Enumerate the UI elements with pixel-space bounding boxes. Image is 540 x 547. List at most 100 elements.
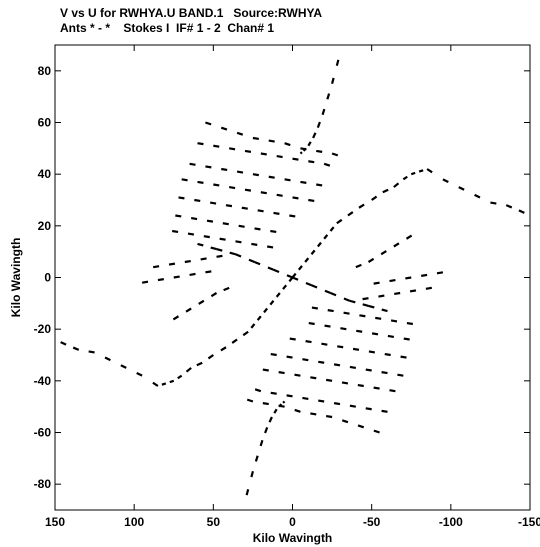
uv-point	[203, 235, 210, 239]
uv-point	[341, 419, 349, 424]
uv-point	[275, 292, 281, 298]
uv-point	[331, 152, 339, 157]
uv-point	[359, 314, 366, 318]
uv-point	[292, 196, 299, 200]
uv-point	[330, 291, 337, 297]
uv-point	[251, 242, 258, 246]
uv-point	[305, 340, 312, 344]
uv-point	[382, 188, 389, 194]
uv-point	[221, 167, 228, 172]
uv-point	[235, 253, 242, 258]
uv-point	[357, 383, 364, 388]
uv-point	[318, 360, 325, 364]
uv-point	[266, 245, 274, 249]
uv-point	[418, 169, 424, 173]
uv-point	[321, 108, 326, 116]
uv-point	[308, 321, 315, 326]
uv-point	[333, 363, 341, 367]
uv-point	[252, 173, 260, 177]
uv-point	[356, 329, 363, 333]
uv-point	[185, 307, 192, 313]
uv-point	[282, 400, 286, 404]
uv-point	[409, 289, 417, 293]
uv-point	[518, 209, 525, 214]
uv-point	[380, 250, 387, 256]
uv-point	[250, 323, 256, 329]
uv-point	[216, 254, 223, 258]
uv-point	[244, 188, 252, 192]
uv-point	[197, 142, 204, 146]
uv-point	[324, 289, 331, 295]
chart-title: V vs U for RWHYA.U BAND.1 Source:RWHYA	[60, 6, 323, 20]
uv-point	[173, 275, 180, 279]
uv-point	[205, 121, 212, 126]
uv-point	[241, 206, 248, 210]
uv-point	[225, 204, 233, 208]
uv-point	[238, 224, 245, 228]
uv-point	[194, 198, 201, 203]
uv-point	[405, 234, 413, 240]
x-axis-label: Kilo Wavingth	[253, 531, 333, 545]
y-tick-label: -40	[34, 374, 52, 388]
uv-point	[254, 388, 262, 393]
uv-point	[260, 152, 267, 156]
uv-point	[420, 273, 428, 277]
uv-point	[343, 311, 350, 315]
uv-point	[213, 144, 220, 148]
x-tick-label: -150	[518, 515, 540, 529]
uv-point	[310, 376, 317, 380]
uv-point	[316, 183, 323, 187]
uv-point	[326, 93, 331, 100]
y-axis-label: Kilo Wavingth	[9, 238, 23, 318]
uv-point	[347, 211, 354, 217]
x-tick-label: 150	[45, 515, 65, 529]
uv-point	[405, 276, 412, 280]
uv-point	[318, 399, 325, 403]
uv-point	[141, 280, 149, 284]
uv-point	[207, 354, 214, 360]
uv-point	[189, 162, 196, 166]
uv-point	[198, 299, 205, 305]
uv-point	[490, 201, 497, 205]
uv-point	[220, 126, 228, 131]
uv-point	[292, 276, 299, 281]
uv-point	[426, 168, 433, 174]
uv-point	[189, 272, 196, 277]
uv-point	[175, 214, 182, 218]
uv-point	[329, 226, 335, 232]
uv-point	[323, 162, 331, 167]
uv-point	[400, 355, 407, 359]
uv-point	[304, 257, 310, 263]
x-tick-label: 50	[207, 515, 221, 529]
uv-point	[305, 281, 312, 287]
uv-point	[316, 241, 322, 248]
uv-point	[270, 352, 277, 357]
uv-point	[349, 299, 356, 304]
uv-point	[384, 352, 391, 357]
uv-point	[302, 358, 309, 362]
uv-point	[327, 309, 334, 313]
uv-point	[270, 229, 277, 234]
y-tick-label: -60	[34, 426, 52, 440]
uv-point	[276, 193, 283, 197]
uv-point	[378, 294, 385, 298]
uv-point	[310, 412, 317, 416]
uv-point	[505, 204, 513, 209]
uv-point	[324, 324, 331, 328]
uv-point	[216, 248, 223, 252]
uv-point	[172, 315, 180, 321]
uv-point	[268, 175, 275, 179]
uv-point	[220, 346, 227, 352]
uv-point	[210, 292, 218, 298]
uv-point	[177, 374, 183, 380]
uv-point	[323, 234, 329, 240]
uv-point	[254, 455, 259, 462]
uv-point	[254, 260, 261, 266]
uv-point	[196, 361, 203, 367]
x-tick-label: -100	[439, 515, 463, 529]
uv-point	[397, 373, 404, 377]
uv-point	[357, 424, 365, 429]
y-tick-label: -20	[34, 322, 52, 336]
y-tick-label: 60	[38, 116, 52, 130]
uv-point	[268, 139, 275, 143]
